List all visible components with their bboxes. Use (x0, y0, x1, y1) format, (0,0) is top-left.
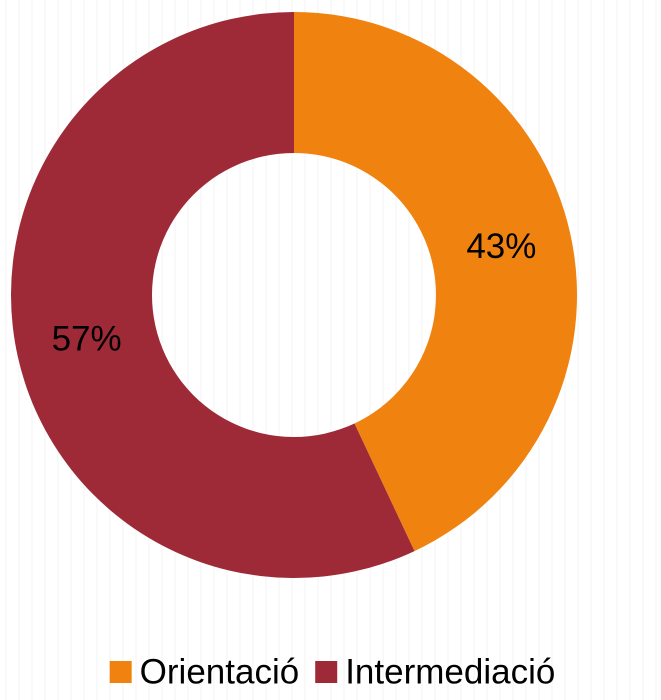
legend-label: Orientació (140, 652, 300, 691)
legend-swatch (315, 661, 338, 683)
legend: Orientació Intermediació (109, 652, 555, 691)
data-label: 43% (466, 227, 536, 266)
legend-swatch (109, 661, 132, 683)
slice (294, 12, 578, 552)
data-label: 57% (52, 320, 122, 359)
legend-label: Intermediació (345, 652, 555, 691)
slice (11, 12, 415, 578)
